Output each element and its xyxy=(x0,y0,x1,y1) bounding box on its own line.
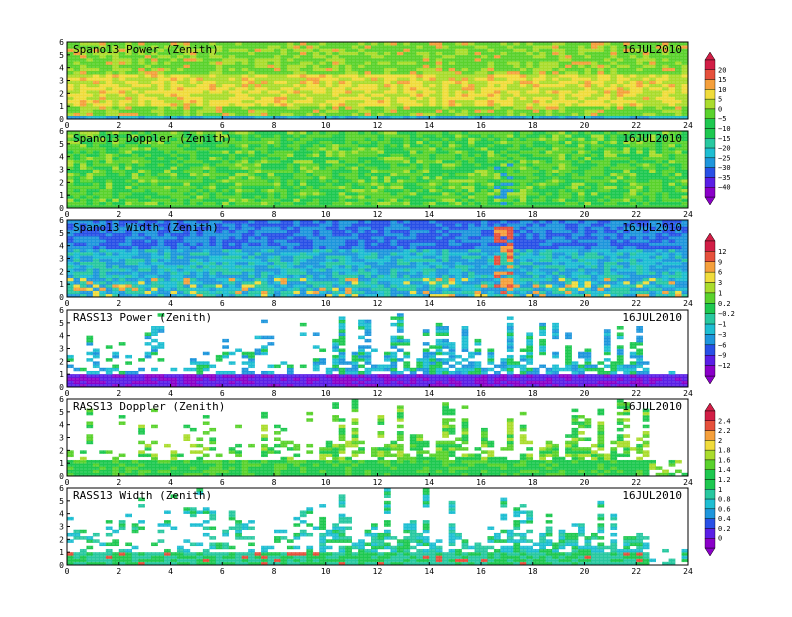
panel-title: Spano13 Doppler (Zenith) xyxy=(73,132,232,145)
x-tick-label: 24 xyxy=(683,121,693,130)
x-tick-label: 2 xyxy=(116,210,121,219)
y-tick-label: 6 xyxy=(59,127,64,136)
x-tick-label: 14 xyxy=(424,121,434,130)
x-tick-label: 16 xyxy=(476,210,486,219)
y-tick-label: 4 xyxy=(59,153,64,162)
x-tick-label: 18 xyxy=(528,210,538,219)
x-tick-label: 14 xyxy=(424,210,434,219)
x-tick-label: 24 xyxy=(683,210,693,219)
y-tick-label: 1 xyxy=(59,191,64,200)
y-tick-label: 4 xyxy=(59,64,64,73)
y-tick-label: 5 xyxy=(59,51,64,60)
y-tick-label: 3 xyxy=(59,166,64,175)
y-tick-label: 0 xyxy=(59,204,64,213)
y-tick-label: 6 xyxy=(59,38,64,47)
panel-date: 16JUL2010 xyxy=(622,43,682,56)
x-tick-label: 8 xyxy=(272,210,277,219)
y-tick-label: 0 xyxy=(59,115,64,124)
x-tick-label: 0 xyxy=(65,121,70,130)
x-tick-label: 16 xyxy=(476,121,486,130)
x-tick-label: 10 xyxy=(321,210,331,219)
x-tick-label: 4 xyxy=(168,210,173,219)
chart-panel-2: Spano13 Doppler (Zenith)16JUL20100123456… xyxy=(59,127,693,219)
x-tick-label: 6 xyxy=(220,210,225,219)
x-tick-label: 20 xyxy=(580,210,590,219)
x-tick-label: 22 xyxy=(631,210,641,219)
panel-date: 16JUL2010 xyxy=(622,132,682,145)
x-tick-label: 6 xyxy=(220,121,225,130)
y-tick-label: 1 xyxy=(59,102,64,111)
x-tick-label: 22 xyxy=(631,121,641,130)
x-tick-label: 20 xyxy=(580,121,590,130)
y-tick-label: 2 xyxy=(59,178,64,187)
x-tick-label: 8 xyxy=(272,121,277,130)
x-tick-label: 12 xyxy=(373,210,383,219)
y-tick-label: 2 xyxy=(59,89,64,98)
panel-title: Spano13 Power (Zenith) xyxy=(73,43,219,56)
x-tick-label: 0 xyxy=(65,210,70,219)
x-tick-label: 4 xyxy=(168,121,173,130)
x-tick-label: 2 xyxy=(116,121,121,130)
y-tick-label: 3 xyxy=(59,77,64,86)
x-tick-label: 18 xyxy=(528,121,538,130)
x-tick-label: 12 xyxy=(373,121,383,130)
x-tick-label: 10 xyxy=(321,121,331,130)
y-tick-label: 5 xyxy=(59,140,64,149)
